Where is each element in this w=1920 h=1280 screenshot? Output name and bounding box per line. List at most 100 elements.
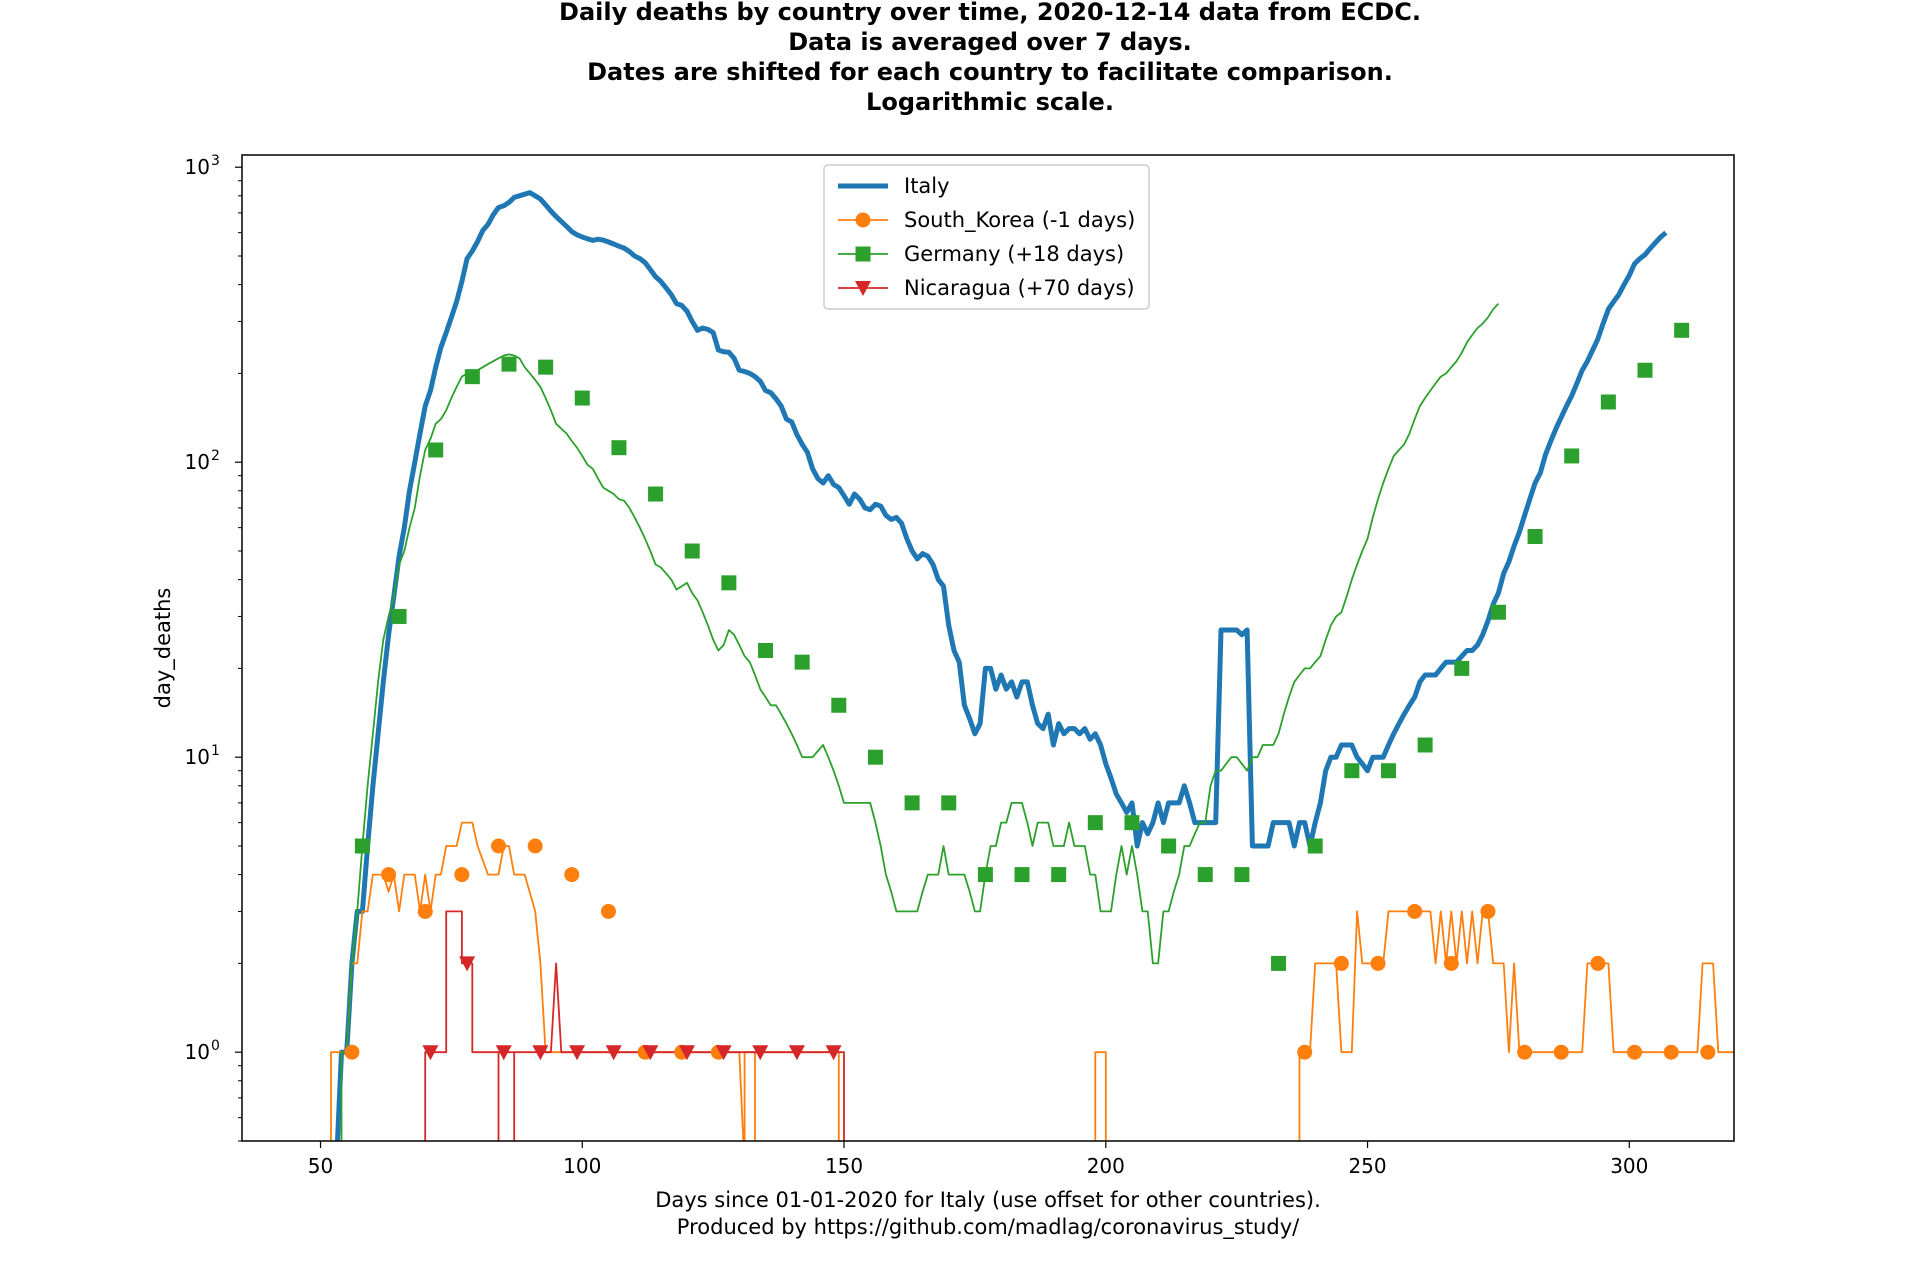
data-point-germany-18-days-1 — [391, 608, 407, 624]
data-point-germany-18-days-13 — [831, 697, 847, 713]
chart-title: Daily deaths by country over time, 2020-… — [559, 0, 1421, 116]
data-point-germany-18-days-2 — [428, 442, 444, 458]
data-point-south-korea-1-days-22 — [1700, 1044, 1716, 1060]
data-point-germany-18-days-34 — [1600, 394, 1616, 410]
data-point-south-korea-1-days-17 — [1517, 1044, 1533, 1060]
data-point-nicaragua-70-days-4 — [569, 1045, 586, 1061]
data-point-germany-18-days-27 — [1344, 763, 1360, 779]
data-point-nicaragua-70-days-5 — [605, 1045, 622, 1061]
data-point-germany-18-days-10 — [721, 575, 737, 591]
data-point-germany-18-days-28 — [1380, 763, 1396, 779]
data-point-south-korea-1-days-2 — [417, 903, 433, 919]
legend-swatch-marker — [855, 212, 871, 228]
series-line-germany-18-days — [340, 302, 1500, 1141]
y-tick-label: 10 — [185, 450, 210, 474]
plot-area-frame — [241, 154, 1735, 1142]
data-point-germany-18-days-6 — [574, 390, 590, 406]
data-point-germany-18-days-24 — [1234, 867, 1250, 883]
data-point-germany-18-days-7 — [611, 440, 627, 456]
data-point-south-korea-1-days-15 — [1443, 955, 1459, 971]
x-axis: 50 100 150 200 250 300 — [308, 1141, 1648, 1178]
y-axis-label: day_deaths — [151, 588, 176, 709]
legend: Italy South_Korea (-1 days) Germany (+18 d… — [823, 164, 1150, 310]
legend-entry-italy: Italy — [838, 174, 950, 198]
data-point-germany-18-days-11 — [758, 642, 774, 658]
legend-entry-south-korea-1-days: South_Korea (-1 days) — [838, 208, 1135, 233]
data-point-germany-18-days-0 — [354, 838, 370, 854]
data-point-nicaragua-70-days-0 — [422, 1045, 439, 1061]
legend-swatch-marker — [855, 246, 871, 262]
legend-swatch-marker — [855, 281, 871, 296]
legend-label: Italy — [904, 174, 950, 198]
data-point-germany-18-days-3 — [464, 369, 480, 385]
data-point-germany-18-days-29 — [1417, 737, 1433, 753]
data-point-germany-18-days-4 — [501, 356, 517, 372]
data-point-germany-18-days-30 — [1454, 660, 1470, 676]
data-point-south-korea-1-days-7 — [600, 903, 616, 919]
data-point-nicaragua-70-days-11 — [825, 1045, 842, 1061]
x-tick-label: 200 — [1087, 1154, 1125, 1178]
x-tick-label: 50 — [308, 1154, 333, 1178]
data-point-nicaragua-70-days-6 — [642, 1045, 659, 1061]
data-point-nicaragua-70-days-10 — [788, 1045, 805, 1061]
data-point-south-korea-1-days-3 — [454, 867, 470, 883]
data-point-germany-18-days-36 — [1674, 322, 1690, 338]
legend-entry-nicaragua-70-days: Nicaragua (+70 days) — [838, 276, 1135, 300]
data-point-germany-18-days-17 — [977, 867, 993, 883]
series-line-south-korea-1-days — [330, 821, 840, 1141]
y-tick-exponent: 3 — [211, 153, 220, 169]
x-axis-label-line-1: Days since 01-01-2020 for Italy (use off… — [655, 1188, 1321, 1212]
data-point-germany-18-days-15 — [904, 795, 920, 811]
data-point-nicaragua-70-days-1 — [459, 956, 476, 972]
data-point-nicaragua-70-days-9 — [752, 1045, 769, 1061]
data-point-nicaragua-70-days-3 — [532, 1045, 549, 1061]
data-point-south-korea-1-days-1 — [381, 867, 397, 883]
data-point-germany-18-days-21 — [1124, 815, 1140, 831]
legend-label: South_Korea (-1 days) — [904, 208, 1135, 233]
data-point-south-korea-1-days-19 — [1590, 955, 1606, 971]
data-point-germany-18-days-31 — [1490, 604, 1506, 620]
data-point-germany-18-days-8 — [648, 486, 664, 502]
data-point-germany-18-days-16 — [941, 795, 957, 811]
x-axis-label-line-2: Produced by https://github.com/madlag/co… — [677, 1215, 1300, 1240]
series-line-italy — [334, 190, 1668, 1141]
data-point-south-korea-1-days-6 — [564, 867, 580, 883]
data-point-south-korea-1-days-16 — [1480, 903, 1496, 919]
data-point-south-korea-1-days-13 — [1370, 955, 1386, 971]
x-tick-label: 100 — [563, 1154, 601, 1178]
y-tick-label: 10 — [185, 1040, 210, 1064]
data-point-south-korea-1-days-14 — [1407, 903, 1423, 919]
data-point-germany-18-days-18 — [1014, 867, 1030, 883]
data-point-nicaragua-70-days-7 — [678, 1045, 695, 1061]
data-point-germany-18-days-19 — [1051, 867, 1067, 883]
data-point-germany-18-days-22 — [1161, 838, 1177, 854]
data-point-germany-18-days-33 — [1564, 448, 1580, 464]
data-point-germany-18-days-9 — [684, 543, 700, 559]
data-point-germany-18-days-35 — [1637, 362, 1653, 378]
data-point-south-korea-1-days-0 — [344, 1044, 360, 1060]
y-tick-exponent: 0 — [211, 1038, 220, 1054]
series-line-south-korea-1-days-late — [1094, 910, 1734, 1141]
x-tick-label: 150 — [825, 1154, 863, 1178]
series-line-nicaragua-70-days — [424, 910, 845, 1141]
x-tick-label: 300 — [1610, 1154, 1648, 1178]
data-point-south-korea-1-days-21 — [1663, 1044, 1679, 1060]
legend-label: Germany (+18 days) — [904, 242, 1124, 266]
data-point-nicaragua-70-days-2 — [495, 1045, 512, 1061]
data-point-south-korea-1-days-12 — [1333, 955, 1349, 971]
legend-entry-germany-18-days: Germany (+18 days) — [838, 242, 1124, 266]
data-point-nicaragua-70-days-8 — [715, 1045, 732, 1061]
x-tick-label: 250 — [1348, 1154, 1386, 1178]
data-point-germany-18-days-32 — [1527, 528, 1543, 544]
data-point-germany-18-days-26 — [1307, 838, 1323, 854]
title-line-3: Dates are shifted for each country to fa… — [587, 58, 1393, 86]
legend-box — [823, 164, 1150, 310]
title-line-2: Data is averaged over 7 days. — [788, 28, 1192, 56]
data-point-south-korea-1-days-18 — [1553, 1044, 1569, 1060]
title-line-1: Daily deaths by country over time, 2020-… — [559, 0, 1421, 26]
data-point-south-korea-1-days-4 — [491, 838, 507, 854]
data-point-germany-18-days-5 — [538, 359, 554, 375]
data-point-germany-18-days-25 — [1271, 955, 1287, 971]
